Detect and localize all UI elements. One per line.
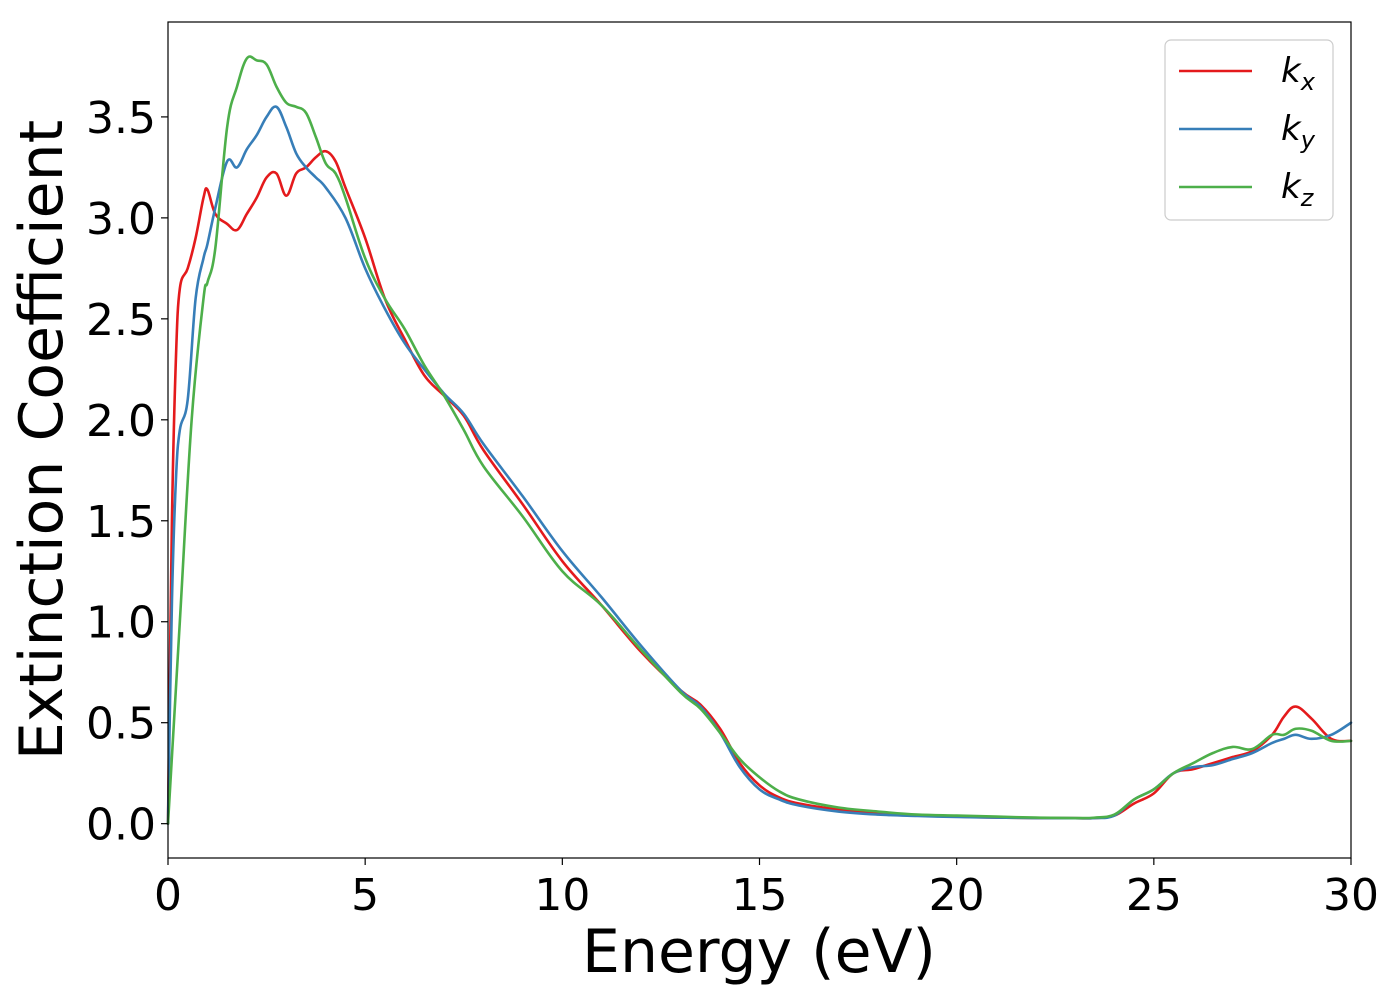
legend-label-x: kx <box>1281 51 1316 96</box>
y-tick-label: 2.5 <box>86 295 156 346</box>
y-tick-label: 1.5 <box>86 497 156 548</box>
y-tick-label: 3.5 <box>86 93 156 144</box>
legend-label-y: ky <box>1281 109 1316 154</box>
x-tick-label: 15 <box>732 870 788 921</box>
x-tick-label: 30 <box>1323 870 1379 921</box>
y-tick-label: 0.5 <box>86 699 156 750</box>
series-layer <box>166 55 1353 825</box>
x-axis-title: Energy (eV) <box>582 917 936 987</box>
y-tick-label: 3.0 <box>86 194 156 245</box>
x-tick-label: 25 <box>1126 870 1182 921</box>
legend-entries: kx ky kz <box>1179 51 1316 212</box>
x-tick-label: 20 <box>929 870 985 921</box>
x-tick-label: 10 <box>534 870 590 921</box>
x-axis-ticks: 0 5 10 15 20 25 30 <box>154 858 1379 921</box>
y-tick-label: 2.0 <box>86 396 156 447</box>
legend-label-z: kz <box>1281 167 1315 212</box>
x-tick-label: 0 <box>154 870 182 921</box>
series-line-z <box>166 55 1353 825</box>
legend: kx ky kz <box>1164 39 1334 221</box>
y-tick-label: 0.0 <box>86 800 156 851</box>
y-axis-ticks: 0.0 0.5 1.0 1.5 2.0 2.5 3.0 3.5 <box>86 93 168 851</box>
x-tick-label: 5 <box>351 870 379 921</box>
y-axis-title: Extinction Coefficient <box>7 120 77 760</box>
y-tick-label: 1.0 <box>86 598 156 649</box>
